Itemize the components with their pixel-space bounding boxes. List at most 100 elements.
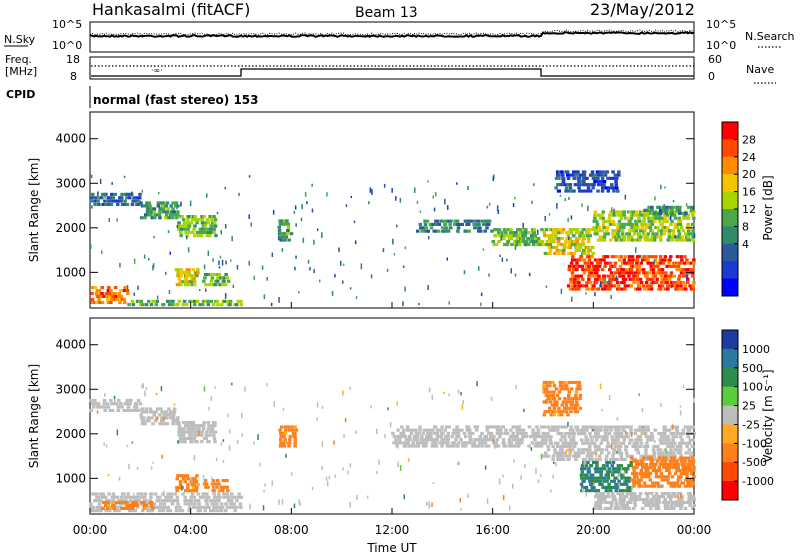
velocity-cell <box>533 431 537 435</box>
power-cell <box>583 268 588 272</box>
velocity-cell <box>618 441 622 445</box>
power-cell <box>416 229 420 233</box>
power-cell <box>602 186 606 190</box>
power-scatter-point <box>514 245 517 250</box>
velocity-cell <box>616 451 621 455</box>
velocity-cell <box>190 433 194 437</box>
velocity-scatter-point <box>173 403 176 406</box>
power-cell <box>684 232 688 236</box>
power-cell <box>226 303 230 307</box>
power-cell <box>631 229 636 233</box>
power-cell <box>635 258 640 262</box>
velocity-scatter-point <box>403 494 405 500</box>
power-cell <box>553 251 557 255</box>
power-cell <box>591 176 596 180</box>
power-cell <box>592 183 596 187</box>
velocity-cell <box>639 441 644 445</box>
velocity-cell <box>447 425 451 429</box>
power-cell <box>586 237 591 241</box>
velocity-cell <box>605 506 609 510</box>
velocity-cell <box>600 476 605 480</box>
velocity-cell <box>654 498 658 502</box>
velocity-scatter-point <box>160 386 163 392</box>
power-scatter-point <box>187 247 190 253</box>
velocity-cell <box>557 451 561 455</box>
velocity-cell <box>542 384 546 388</box>
velocity-cell <box>688 469 693 473</box>
velocity-cell <box>680 503 684 507</box>
power-cell <box>656 235 661 239</box>
power-scatter-point <box>611 207 613 213</box>
velocity-cell <box>678 448 683 452</box>
power-cell <box>494 243 499 247</box>
power-cell <box>204 283 208 287</box>
velocity-cell <box>665 428 669 432</box>
power-cell <box>169 204 173 208</box>
velocity-cell <box>203 505 207 509</box>
velocity-cell <box>652 444 656 448</box>
power-scatter-point <box>165 271 167 275</box>
velocity-cell <box>495 428 500 432</box>
power-cell <box>116 199 121 203</box>
velocity-cell <box>496 444 501 448</box>
velocity-cell <box>594 500 598 504</box>
velocity-cell <box>471 431 475 435</box>
power-cell <box>502 228 507 232</box>
velocity-cell <box>411 444 416 448</box>
power-cell <box>204 299 208 303</box>
power-cell <box>596 287 601 291</box>
velocity-cell <box>112 506 116 510</box>
velocity-cell <box>598 448 602 452</box>
power-cell <box>578 189 582 193</box>
velocity-cell <box>99 499 103 503</box>
power-scatter-point <box>414 187 416 193</box>
power-cell <box>605 229 609 233</box>
velocity-cell <box>606 476 611 480</box>
power-cell <box>683 213 687 217</box>
power-cell <box>631 277 635 281</box>
power-cell <box>557 228 562 232</box>
velocity-cell <box>115 500 119 504</box>
power-cell <box>557 183 562 187</box>
velocity-cell <box>471 444 475 448</box>
velocity-cell <box>578 384 582 388</box>
velocity-cell <box>542 400 546 404</box>
power-cell <box>671 235 675 239</box>
velocity-cell <box>178 509 182 513</box>
velocity-cell <box>449 444 453 448</box>
power-scatter-point <box>253 275 255 280</box>
power-cell <box>113 192 118 196</box>
power-cell <box>633 226 637 230</box>
velocity-cell <box>579 482 584 486</box>
power-cell <box>222 299 227 303</box>
power-cell <box>564 186 569 190</box>
power-cell <box>600 235 604 239</box>
velocity-cell <box>570 387 574 391</box>
velocity-cell <box>174 509 179 513</box>
velocity-cell <box>187 424 191 428</box>
velocity-scatter-point <box>118 476 121 481</box>
velocity-cell <box>101 506 105 510</box>
power-cell <box>206 299 211 303</box>
velocity-cell <box>673 500 678 504</box>
velocity-cell <box>577 454 581 458</box>
velocity-cell <box>590 425 594 429</box>
power-cell <box>566 284 571 288</box>
power-cell <box>650 216 654 220</box>
power-cell <box>687 238 692 242</box>
power-cell <box>485 226 489 230</box>
power-cell <box>224 273 228 277</box>
velocity-cell <box>284 428 288 432</box>
velocity-cell <box>110 500 114 504</box>
velocity-cell <box>633 428 638 432</box>
velocity-cell <box>164 495 168 499</box>
power-cell <box>90 300 94 304</box>
velocity-cell <box>567 380 571 384</box>
velocity-cell <box>549 380 553 384</box>
velocity-cell <box>278 428 282 432</box>
velocity-cell <box>619 451 624 455</box>
velocity-cell <box>614 489 618 493</box>
velocity-cell <box>411 441 415 445</box>
power-cell <box>118 300 122 304</box>
velocity-scatter-point <box>550 489 552 493</box>
